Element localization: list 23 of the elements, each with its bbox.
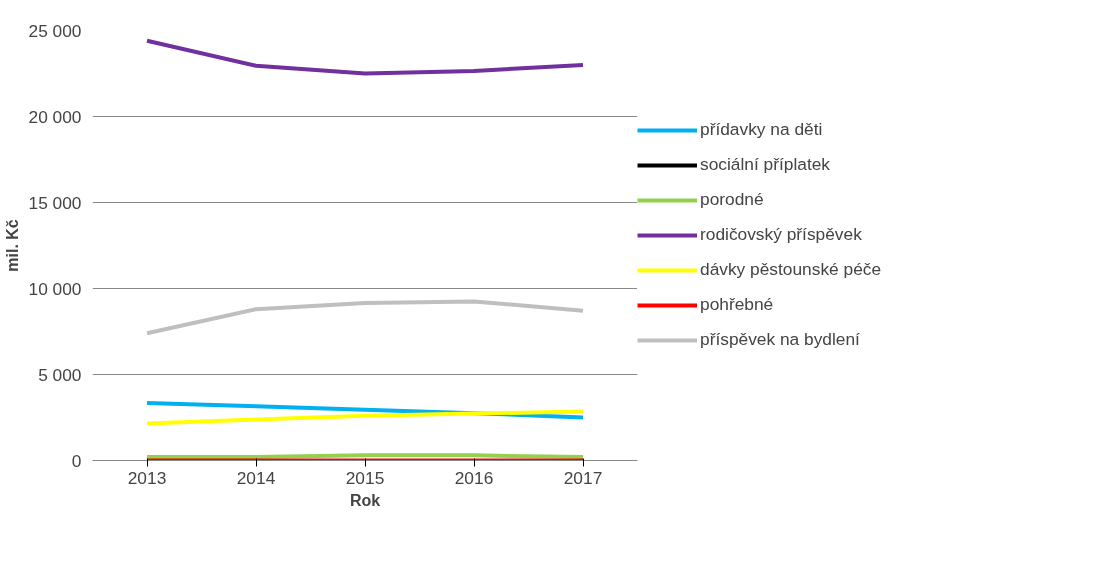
- y-axis-title: mil. Kč: [3, 219, 21, 272]
- x-tick-label: 2017: [563, 467, 603, 488]
- legend-label: příspěvek na bydlení: [700, 329, 860, 350]
- y-tick-label: 20 000: [28, 106, 82, 127]
- line-series: [145, 299, 585, 336]
- legend-label: pohřebné: [700, 294, 774, 315]
- legend-label: přídavky na děti: [700, 119, 823, 140]
- y-tick-label: 5 000: [38, 364, 82, 385]
- y-tick-label: 15 000: [28, 192, 82, 213]
- legend-label: porodné: [700, 189, 764, 210]
- legend-label: dávky pěstounské péče: [700, 259, 882, 280]
- y-tick-label: 25 000: [28, 20, 82, 41]
- y-tick-label: 0: [71, 450, 82, 471]
- x-axis-title: Rok: [349, 491, 381, 509]
- legend-label: rodičovský příspěvek: [700, 224, 862, 245]
- x-tick-label: 2016: [454, 467, 494, 488]
- y-tick-label: 10 000: [28, 278, 82, 299]
- x-tick-label: 2014: [236, 467, 276, 488]
- legend-label: sociální příplatek: [700, 154, 831, 175]
- x-tick-label: 2015: [345, 467, 385, 488]
- x-tick-label: 2013: [127, 467, 167, 488]
- line-series: [145, 409, 585, 426]
- line-series: [145, 38, 585, 76]
